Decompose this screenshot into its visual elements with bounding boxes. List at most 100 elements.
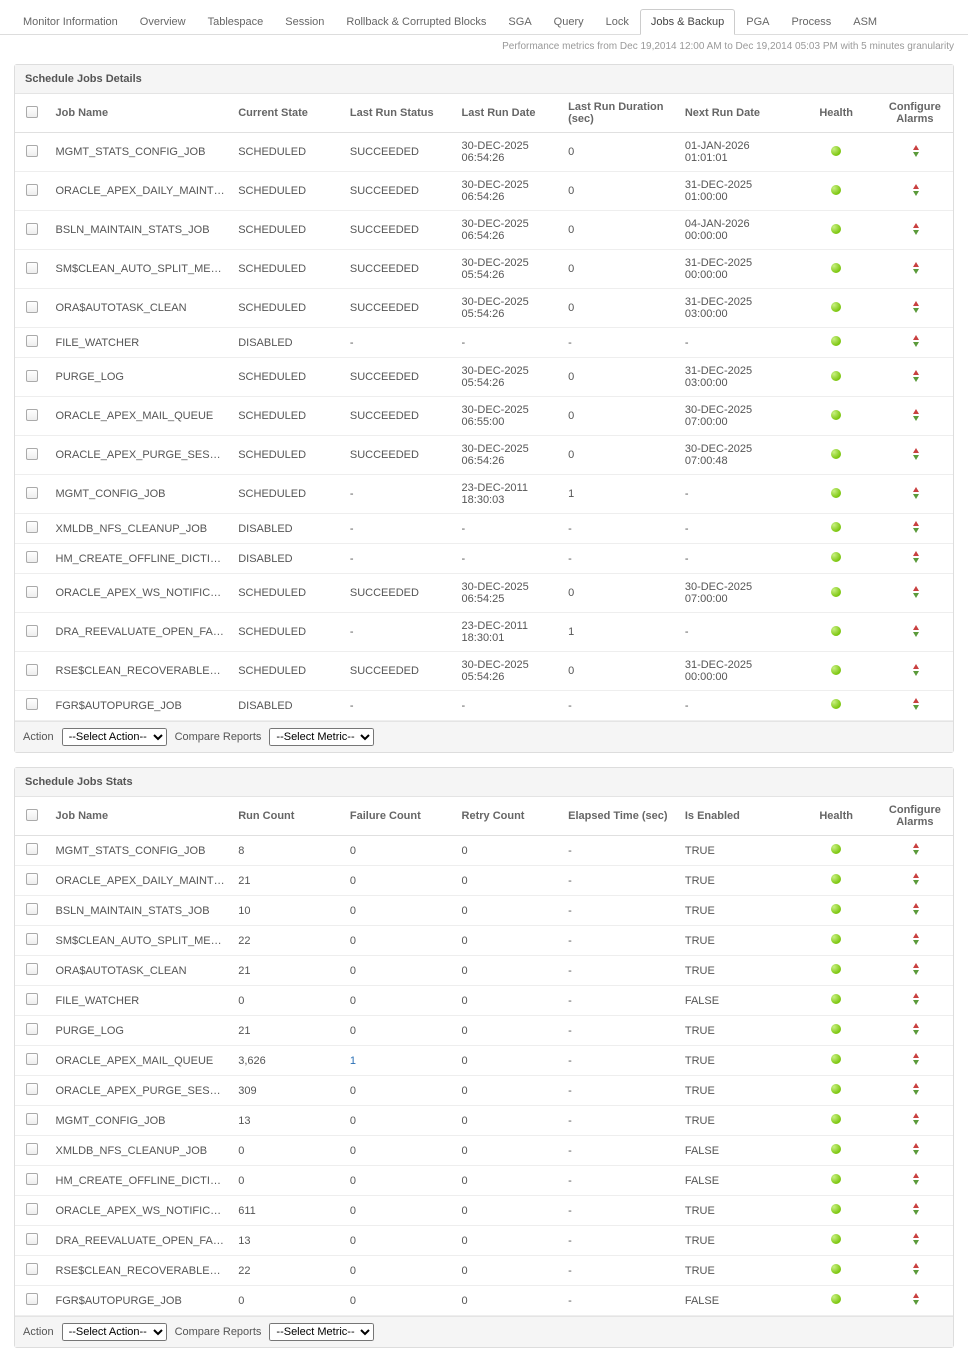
tab-rollback-corrupted-blocks[interactable]: Rollback & Corrupted Blocks: [335, 9, 497, 35]
configure-alarm-icon[interactable]: [910, 993, 920, 1005]
row-checkbox[interactable]: [26, 1293, 38, 1305]
table-row: ORACLE_APEX_DAILY_MAINTENANCE2100-TRUE: [15, 866, 953, 896]
row-checkbox[interactable]: [26, 409, 38, 421]
configure-alarm-icon[interactable]: [910, 335, 920, 347]
configure-alarm-icon[interactable]: [910, 521, 920, 533]
row-checkbox[interactable]: [26, 335, 38, 347]
retry-count: 0: [456, 1016, 563, 1046]
row-checkbox[interactable]: [26, 448, 38, 460]
health-icon: [831, 665, 841, 675]
configure-alarm-icon[interactable]: [910, 370, 920, 382]
row-checkbox[interactable]: [26, 1083, 38, 1095]
configure-alarm-icon[interactable]: [910, 625, 920, 637]
is-enabled: FALSE: [679, 1286, 796, 1316]
col-header: Run Count: [232, 797, 344, 836]
configure-alarm-icon[interactable]: [910, 586, 920, 598]
configure-alarm-icon[interactable]: [910, 145, 920, 157]
configure-alarm-icon[interactable]: [910, 1113, 920, 1125]
row-checkbox[interactable]: [26, 625, 38, 637]
configure-alarm-icon[interactable]: [910, 448, 920, 460]
tab-pga[interactable]: PGA: [735, 9, 780, 35]
row-checkbox[interactable]: [26, 586, 38, 598]
row-checkbox[interactable]: [26, 521, 38, 533]
configure-alarm-icon[interactable]: [910, 1143, 920, 1155]
configure-alarm-icon[interactable]: [910, 1083, 920, 1095]
configure-alarm-icon[interactable]: [910, 664, 920, 676]
tab-overview[interactable]: Overview: [129, 9, 197, 35]
tab-asm[interactable]: ASM: [842, 9, 888, 35]
row-checkbox[interactable]: [26, 1173, 38, 1185]
row-checkbox[interactable]: [26, 1263, 38, 1275]
tab-sga[interactable]: SGA: [497, 9, 542, 35]
next-run-date: 31-DEC-2025 03:00:00: [679, 358, 796, 397]
tab-session[interactable]: Session: [274, 9, 335, 35]
row-checkbox[interactable]: [26, 963, 38, 975]
configure-alarm-icon[interactable]: [910, 1233, 920, 1245]
configure-alarm-icon[interactable]: [910, 698, 920, 710]
row-checkbox[interactable]: [26, 903, 38, 915]
configure-alarm-icon[interactable]: [910, 487, 920, 499]
retry-count: 0: [456, 1166, 563, 1196]
configure-alarm-icon[interactable]: [910, 551, 920, 563]
row-checkbox[interactable]: [26, 262, 38, 274]
tab-jobs-backup[interactable]: Jobs & Backup: [640, 9, 735, 35]
row-checkbox[interactable]: [26, 698, 38, 710]
elapsed-time: -: [562, 836, 679, 866]
configure-alarm-icon[interactable]: [910, 873, 920, 885]
col-header: Configure Alarms: [877, 797, 953, 836]
row-checkbox[interactable]: [26, 1113, 38, 1125]
configure-alarm-icon[interactable]: [910, 903, 920, 915]
row-checkbox[interactable]: [26, 184, 38, 196]
configure-alarm-icon[interactable]: [910, 963, 920, 975]
select-all-checkbox[interactable]: [26, 809, 38, 821]
row-checkbox[interactable]: [26, 223, 38, 235]
configure-alarm-icon[interactable]: [910, 1293, 920, 1305]
row-checkbox[interactable]: [26, 933, 38, 945]
health-icon: [831, 1054, 841, 1064]
tab-monitor-information[interactable]: Monitor Information: [12, 9, 129, 35]
select-all-checkbox[interactable]: [26, 106, 38, 118]
row-checkbox[interactable]: [26, 1143, 38, 1155]
row-checkbox[interactable]: [26, 487, 38, 499]
configure-alarm-icon[interactable]: [910, 1053, 920, 1065]
row-checkbox[interactable]: [26, 551, 38, 563]
is-enabled: TRUE: [679, 1196, 796, 1226]
compare-select[interactable]: --Select Metric--: [269, 728, 374, 746]
col-header: Is Enabled: [679, 797, 796, 836]
configure-alarm-icon[interactable]: [910, 843, 920, 855]
compare-select[interactable]: --Select Metric--: [269, 1323, 374, 1341]
configure-alarm-icon[interactable]: [910, 1173, 920, 1185]
row-checkbox[interactable]: [26, 1203, 38, 1215]
row-checkbox[interactable]: [26, 370, 38, 382]
tab-process[interactable]: Process: [780, 9, 842, 35]
configure-alarm-icon[interactable]: [910, 301, 920, 313]
row-checkbox[interactable]: [26, 301, 38, 313]
configure-alarm-icon[interactable]: [910, 262, 920, 274]
row-checkbox[interactable]: [26, 843, 38, 855]
action-select[interactable]: --Select Action--: [62, 728, 167, 746]
run-count: 8: [232, 836, 344, 866]
current-state: SCHEDULED: [232, 289, 344, 328]
configure-alarm-icon[interactable]: [910, 1203, 920, 1215]
tab-tablespace[interactable]: Tablespace: [197, 9, 275, 35]
action-select[interactable]: --Select Action--: [62, 1323, 167, 1341]
table-row: XMLDB_NFS_CLEANUP_JOBDISABLED----: [15, 514, 953, 544]
configure-alarm-icon[interactable]: [910, 1023, 920, 1035]
row-checkbox[interactable]: [26, 1053, 38, 1065]
configure-alarm-icon[interactable]: [910, 223, 920, 235]
health-icon: [831, 1174, 841, 1184]
row-checkbox[interactable]: [26, 1233, 38, 1245]
row-checkbox[interactable]: [26, 145, 38, 157]
row-checkbox[interactable]: [26, 873, 38, 885]
row-checkbox[interactable]: [26, 664, 38, 676]
table-row: BSLN_MAINTAIN_STATS_JOBSCHEDULEDSUCCEEDE…: [15, 211, 953, 250]
next-run-date: -: [679, 691, 796, 721]
configure-alarm-icon[interactable]: [910, 933, 920, 945]
tab-query[interactable]: Query: [543, 9, 595, 35]
tab-lock[interactable]: Lock: [595, 9, 640, 35]
configure-alarm-icon[interactable]: [910, 409, 920, 421]
configure-alarm-icon[interactable]: [910, 184, 920, 196]
row-checkbox[interactable]: [26, 1023, 38, 1035]
configure-alarm-icon[interactable]: [910, 1263, 920, 1275]
row-checkbox[interactable]: [26, 993, 38, 1005]
